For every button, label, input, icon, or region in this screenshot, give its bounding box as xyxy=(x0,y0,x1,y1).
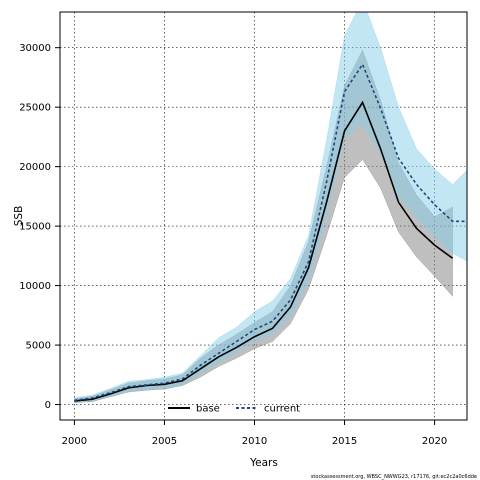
series-line-current xyxy=(74,62,467,402)
legend: base current xyxy=(168,404,300,415)
y-tick-label: 25000 xyxy=(19,103,51,114)
x-tick-label: 2020 xyxy=(422,436,447,447)
y-tick-label: 0 xyxy=(45,400,51,411)
y-tick-label: 20000 xyxy=(19,162,51,173)
y-axis: 0 5000 10000 15000 20000 25000 30000 xyxy=(19,43,60,411)
y-tick-label: 15000 xyxy=(19,222,51,233)
x-tick-label: 2005 xyxy=(152,436,177,447)
series-lines xyxy=(74,62,467,402)
confidence-band-current xyxy=(74,12,467,403)
legend-label-current: current xyxy=(264,404,300,415)
x-axis-title: Years xyxy=(249,457,278,469)
footnote: stockassessment.org, WBSC_NWWG23, r17176… xyxy=(311,474,477,480)
y-tick-label: 30000 xyxy=(19,43,51,54)
legend-label-base: base xyxy=(196,404,220,415)
y-axis-title: SSB xyxy=(13,206,25,227)
confidence-bands xyxy=(74,12,467,404)
series-line-base xyxy=(74,100,454,402)
y-tick-label: 10000 xyxy=(19,281,51,292)
y-tick-label: 5000 xyxy=(26,341,51,352)
x-tick-label: 2000 xyxy=(62,436,87,447)
x-axis: 2000 2005 2010 2015 2020 xyxy=(62,420,447,447)
plot-frame xyxy=(59,11,468,421)
x-tick-label: 2010 xyxy=(242,436,267,447)
x-tick-label: 2015 xyxy=(332,436,357,447)
